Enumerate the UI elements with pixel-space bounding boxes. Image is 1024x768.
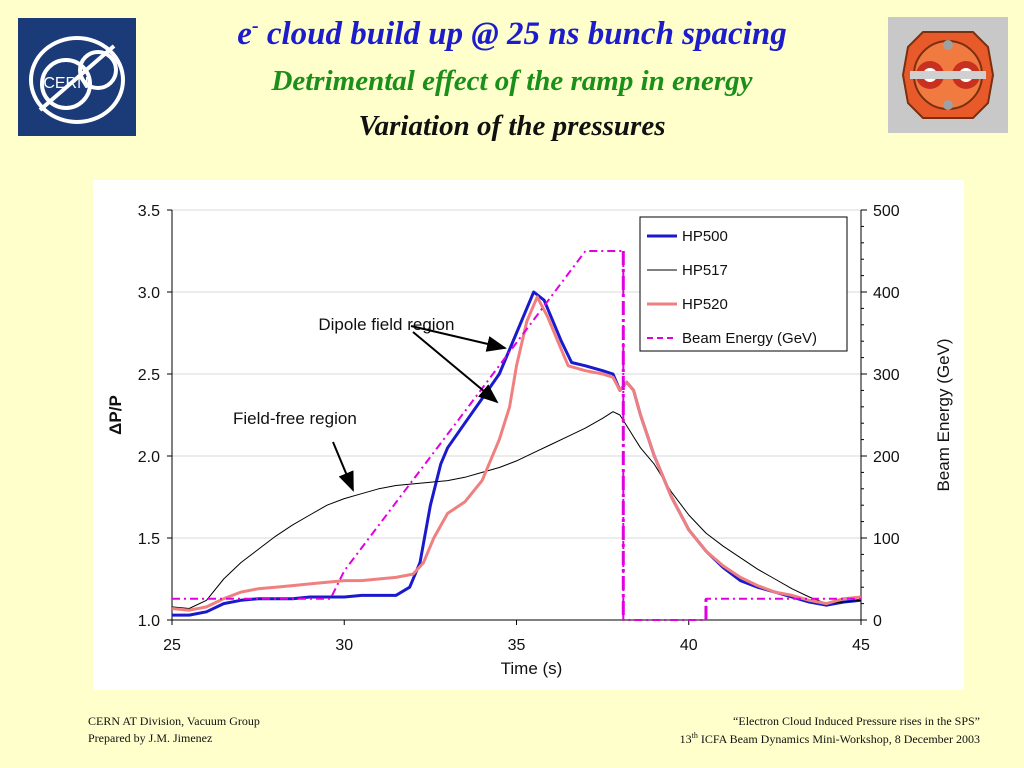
series-layer <box>171 250 862 621</box>
slide-subtitle-1: Detrimental effect of the ramp in energy <box>271 65 753 97</box>
chart-canvas: 1.0 1.5 2.0 2.5 3.0 3.5 0 100 200 300 400 500 25 30 35… <box>106 203 953 678</box>
slide-title: e- cloud build up @ 25 ns bunch spacing <box>237 15 787 52</box>
y-tick-label-4: 3.0 <box>138 285 160 302</box>
y-tick-label-1: 1.5 <box>138 531 160 548</box>
cern-logo: CERN <box>18 18 136 136</box>
x-tick-label-3: 40 <box>680 637 698 654</box>
footer-right: “Electron Cloud Induced Pressure rises i… <box>680 713 980 749</box>
footer-left-line-1: CERN AT Division, Vacuum Group <box>88 714 260 728</box>
y-axis-label: ΔP/P <box>106 395 125 435</box>
axes: 1.0 1.5 2.0 2.5 3.0 3.5 0 100 200 300 400 500 25 30 35… <box>106 203 953 678</box>
y-tick-label-0: 1.0 <box>138 613 160 630</box>
y2-tick-label-5: 500 <box>873 203 900 220</box>
annotation-arrow-field-free <box>332 441 354 492</box>
x-axis-label: Time (s) <box>501 659 563 678</box>
y-tick-label-5: 3.5 <box>138 203 160 220</box>
annotation-arrow-dipole-1 <box>410 325 507 352</box>
series-line-hp517 <box>171 411 862 609</box>
y2-tick-label-0: 0 <box>873 613 882 630</box>
legend: HP500 HP517 HP520 Beam Energy (GeV) <box>639 216 848 352</box>
y2-tick-label-4: 400 <box>873 285 900 302</box>
legend-label-hp520: HP520 <box>682 296 728 313</box>
pressure-chart: 1.0 1.5 2.0 2.5 3.0 3.5 0 100 200 300 400 500 25 30 35… <box>93 180 964 690</box>
legend-label-hp500: HP500 <box>682 228 728 245</box>
slide-subtitle-2: Variation of the pressures <box>358 110 666 142</box>
detector-logo <box>888 17 1008 133</box>
series-line-hp520 <box>171 295 862 612</box>
y-tick-label-2: 2.0 <box>138 449 160 466</box>
y2-tick-label-1: 100 <box>873 531 900 548</box>
legend-label-hp517: HP517 <box>682 262 728 279</box>
footer-left: CERN AT Division, Vacuum Group Prepared … <box>88 713 260 748</box>
annotation-field-free-region: Field-free region <box>233 409 357 428</box>
footer-right-line-1: “Electron Cloud Induced Pressure rises i… <box>733 714 980 728</box>
x-tick-label-2: 35 <box>508 637 526 654</box>
x-tick-label-4: 45 <box>852 637 870 654</box>
y-tick-label-3: 2.5 <box>138 367 160 384</box>
footer-left-line-2: Prepared by J.M. Jimenez <box>88 731 213 746</box>
x-tick-label-0: 25 <box>163 637 181 654</box>
y2-tick-label-2: 200 <box>873 449 900 466</box>
y2-tick-label-3: 300 <box>873 367 900 384</box>
cern-logo-text: CERN <box>43 75 88 92</box>
x-tick-label-1: 30 <box>335 637 353 654</box>
annotation-arrow-dipole-2 <box>412 331 499 404</box>
footer-right-line-2: 13th ICFA Beam Dynamics Mini-Workshop, 8… <box>679 731 980 747</box>
legend-box <box>639 216 848 352</box>
legend-label-beam-energy-gev-: Beam Energy (GeV) <box>682 330 817 347</box>
y2-axis-label: Beam Energy (GeV) <box>934 338 953 491</box>
